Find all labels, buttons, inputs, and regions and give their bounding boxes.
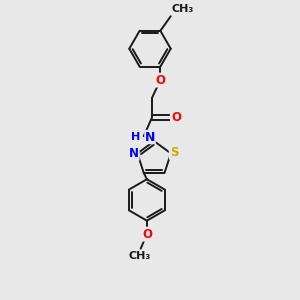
Text: N: N — [145, 130, 155, 143]
Text: S: S — [170, 146, 178, 159]
Text: CH₃: CH₃ — [172, 4, 194, 14]
Text: O: O — [142, 228, 152, 241]
Text: O: O — [155, 74, 165, 87]
Text: O: O — [171, 111, 181, 124]
Text: N: N — [129, 147, 139, 160]
Text: H: H — [131, 132, 141, 142]
Text: CH₃: CH₃ — [128, 251, 151, 261]
